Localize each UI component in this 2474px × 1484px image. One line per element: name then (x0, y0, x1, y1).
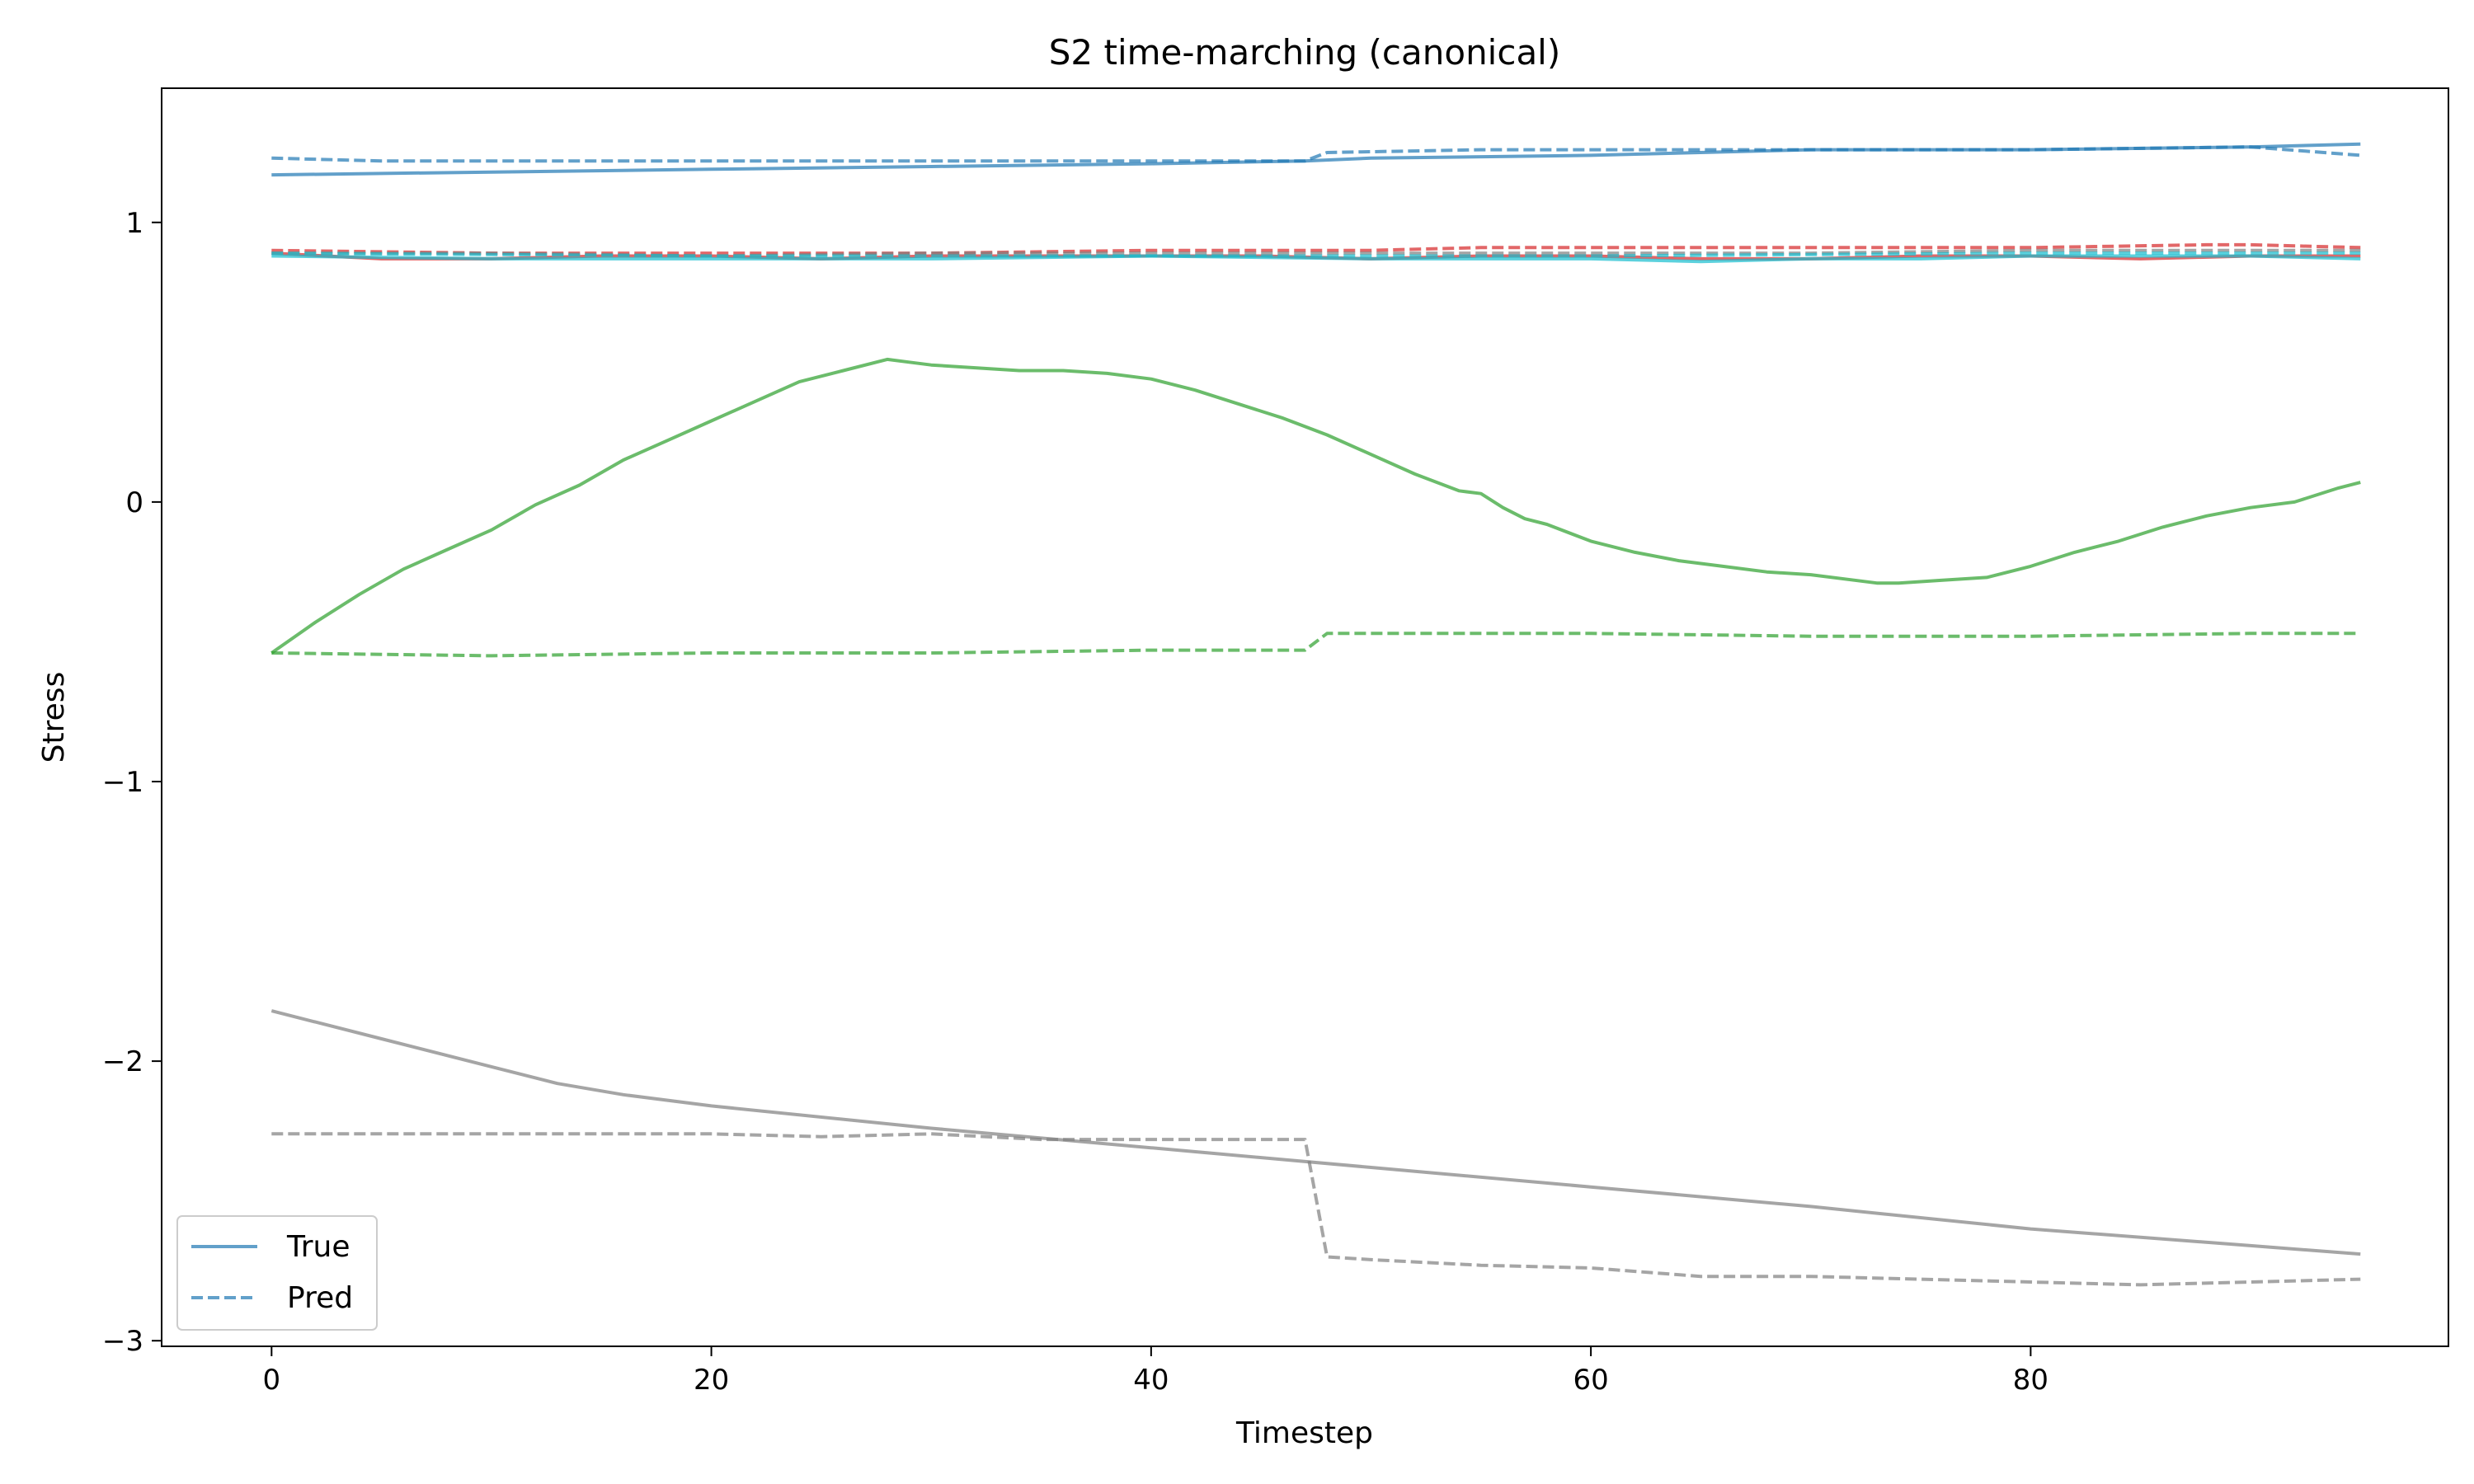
axes-layer: 0 20 40 60 80 −3 −2 −1 0 1 (102, 207, 2048, 1397)
legend-box (176, 1215, 378, 1331)
x-tick-label: 40 (1133, 1364, 1169, 1397)
y-axis-title: Stress (37, 672, 71, 763)
series-line-0-solid (271, 142, 2361, 177)
series-line-7-solid (270, 357, 2361, 655)
series-line-6-dashed (271, 251, 2361, 258)
x-tick-label: 60 (1573, 1364, 1608, 1397)
legend: True Pred (176, 1215, 378, 1331)
series-layer (270, 142, 2361, 1287)
y-tick-label: −2 (102, 1045, 143, 1078)
x-tick-label: 20 (694, 1364, 729, 1397)
series-line-1-dashed (271, 145, 2361, 163)
series-line-10-dashed (271, 1132, 2361, 1287)
x-tick-label: 0 (262, 1364, 280, 1397)
series-line-3-dashed (271, 242, 2361, 256)
plot-frame (161, 87, 2449, 1347)
x-tick-label: 80 (2013, 1364, 2048, 1397)
y-tick-label: 1 (125, 207, 143, 240)
y-tick-label: −3 (102, 1325, 143, 1358)
series-line-5-solid (271, 254, 2361, 264)
y-tick-label: −1 (102, 766, 143, 799)
chart-title: S2 time-marching (canonical) (1049, 32, 1560, 73)
series-line-8-dashed (271, 632, 2361, 658)
legend-pred-label: Pred (287, 1281, 353, 1315)
x-axis-title: Timestep (1235, 1416, 1373, 1450)
legend-true-label: True (286, 1230, 350, 1264)
y-tick-label: 0 (125, 486, 143, 519)
